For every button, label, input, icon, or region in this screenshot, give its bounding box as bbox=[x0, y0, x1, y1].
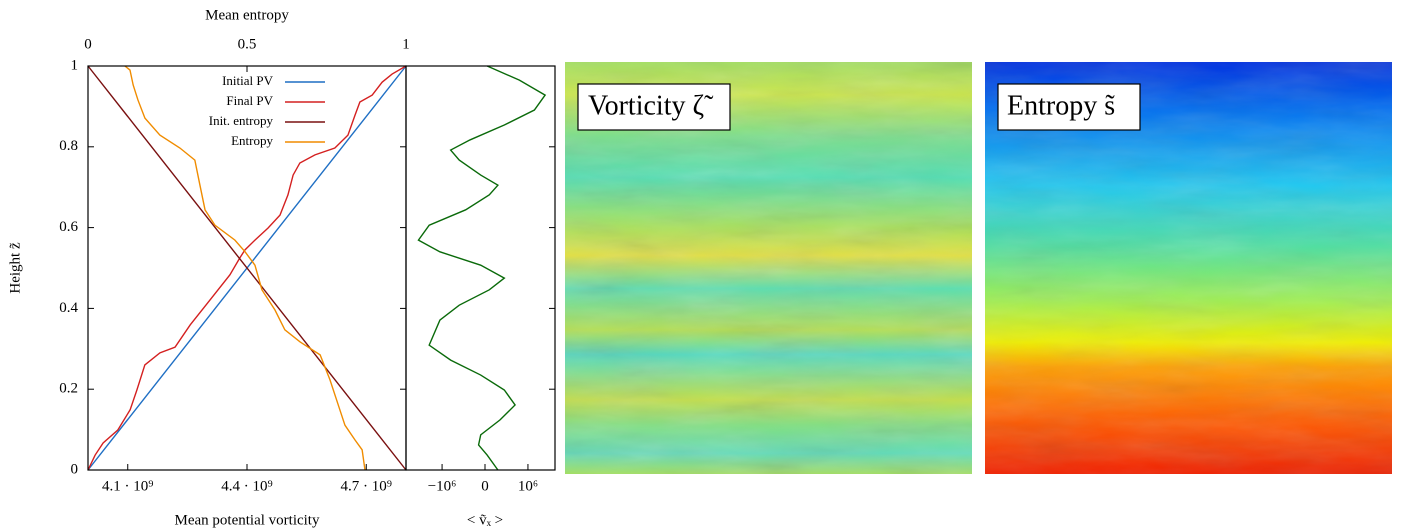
y-tick-label: 0 bbox=[71, 461, 79, 477]
x-tick-label: 4.1 · 10⁹ bbox=[102, 478, 153, 494]
y-axis-label: Height z̃ bbox=[7, 242, 23, 294]
x-tick-label: −10⁶ bbox=[428, 478, 457, 494]
x-axis-label: Mean potential vorticity bbox=[175, 512, 320, 528]
series-line bbox=[417, 65, 547, 471]
image-label: Vorticity ζ̃ bbox=[588, 90, 714, 121]
legend-label: Initial PV bbox=[222, 73, 274, 88]
vorticity-image: Vorticity ζ̃ bbox=[565, 62, 972, 474]
x2-tick-label: 0 bbox=[84, 36, 92, 52]
y-tick-label: 0.4 bbox=[59, 300, 78, 316]
legend-label: Init. entropy bbox=[209, 113, 274, 128]
y-tick-label: 0.2 bbox=[59, 381, 78, 397]
legend-label: Entropy bbox=[231, 133, 273, 148]
x-axis-label: < ṽₓ > bbox=[467, 512, 503, 528]
y-tick-label: 0.6 bbox=[59, 219, 78, 235]
x-tick-label: 4.4 · 10⁹ bbox=[221, 478, 272, 494]
x-tick-label: 4.7 · 10⁹ bbox=[341, 478, 392, 494]
x2-axis-label: Mean entropy bbox=[205, 7, 289, 23]
x2-tick-label: 0.5 bbox=[238, 36, 257, 52]
y-tick-label: 1 bbox=[71, 57, 79, 73]
x-tick-label: 10⁶ bbox=[518, 478, 538, 494]
y-tick-label: 0.8 bbox=[59, 138, 78, 154]
series-line bbox=[87, 65, 407, 471]
x2-tick-label: 1 bbox=[402, 36, 410, 52]
image-label: Entropy s̃ bbox=[1007, 90, 1115, 121]
entropy-image: Entropy s̃ bbox=[985, 62, 1392, 474]
series-line bbox=[87, 65, 407, 471]
x-tick-label: 0 bbox=[481, 478, 489, 494]
plot-frame bbox=[405, 65, 556, 471]
series-line bbox=[124, 65, 366, 471]
legend-label: Final PV bbox=[226, 93, 273, 108]
